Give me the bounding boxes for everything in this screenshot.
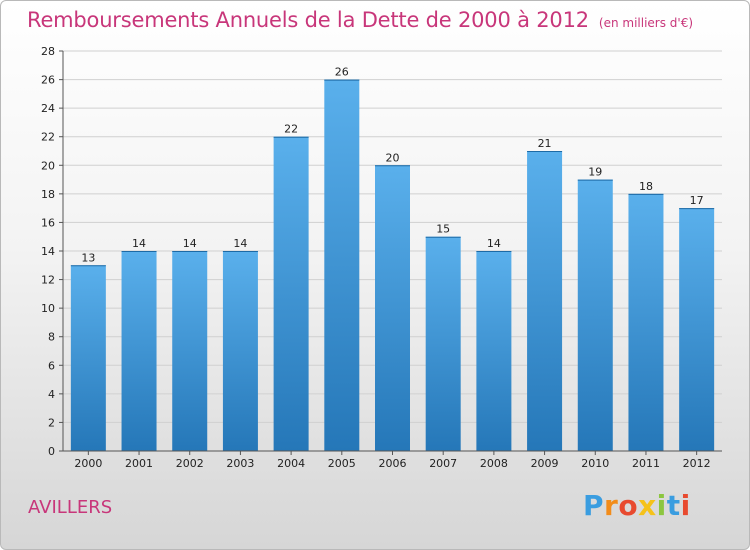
x-tick-label-2002: 2002	[176, 457, 204, 470]
y-tick-label: 10	[41, 302, 55, 315]
data-label-2003: 14	[233, 237, 247, 250]
y-tick-label: 16	[41, 216, 55, 229]
bar-2001	[121, 251, 157, 451]
y-tick-label: 18	[41, 188, 55, 201]
y-tick-label: 26	[41, 74, 55, 87]
y-tick-label: 24	[41, 102, 55, 115]
x-tick-label-2000: 2000	[74, 457, 102, 470]
bar-2008	[476, 251, 512, 451]
logo-letter: t	[666, 489, 681, 522]
logo-letter: P	[583, 489, 605, 522]
logo-letter: i	[680, 489, 691, 522]
bar-2002	[172, 251, 208, 451]
bar-2004	[273, 136, 309, 451]
bar-2010	[577, 179, 613, 452]
logo-letter: o	[618, 489, 639, 522]
data-label-2002: 14	[183, 237, 197, 250]
x-tick-label-2006: 2006	[379, 457, 407, 470]
y-tick-label: 8	[48, 331, 55, 344]
y-tick-label: 12	[41, 274, 55, 287]
y-tick-label: 4	[48, 388, 55, 401]
x-tick-label-2005: 2005	[328, 457, 356, 470]
data-label-2012: 17	[690, 194, 704, 207]
x-tick-label-2011: 2011	[632, 457, 660, 470]
logo-letter: r	[604, 489, 619, 522]
x-tick-label-2001: 2001	[125, 457, 153, 470]
logo-letter: x	[638, 489, 657, 522]
bar-2012	[679, 208, 715, 451]
y-tick-label: 0	[48, 445, 55, 458]
bar-2009	[527, 151, 563, 451]
x-tick-label-2004: 2004	[277, 457, 305, 470]
data-label-2010: 19	[588, 166, 602, 179]
x-tick-label-2009: 2009	[531, 457, 559, 470]
y-tick-label: 14	[41, 245, 55, 258]
y-tick-label: 6	[48, 359, 55, 372]
proxiti-logo: Proxiti	[583, 489, 691, 522]
x-tick-label-2007: 2007	[429, 457, 457, 470]
data-label-2009: 21	[538, 137, 552, 150]
x-tick-label-2012: 2012	[683, 457, 711, 470]
title-unit: (en milliers d'€)	[598, 16, 694, 30]
data-label-2005: 26	[335, 66, 349, 79]
data-label-2001: 14	[132, 237, 146, 250]
y-tick-label: 22	[41, 131, 55, 144]
y-tick-label: 28	[41, 45, 55, 58]
chart-title: Remboursements Annuels de la Dette de 20…	[27, 8, 693, 32]
logo-letter: i	[656, 489, 667, 522]
data-label-2006: 20	[386, 151, 400, 164]
bar-2006	[375, 165, 410, 452]
bar-2011	[628, 193, 664, 451]
y-tick-label: 2	[48, 416, 55, 429]
x-tick-label-2010: 2010	[581, 457, 609, 470]
data-label-2000: 13	[81, 251, 95, 264]
data-label-2011: 18	[639, 180, 653, 193]
data-label-2004: 22	[284, 123, 298, 136]
data-label-2008: 14	[487, 237, 501, 250]
commune-name: AVILLERS	[28, 497, 113, 518]
y-tick-label: 20	[41, 159, 55, 172]
bar-2000	[70, 265, 106, 451]
data-label-2007: 15	[436, 223, 450, 236]
x-tick-label-2003: 2003	[226, 457, 254, 470]
bar-2005	[324, 79, 360, 452]
bar-2007	[425, 236, 461, 451]
bar-2003	[222, 251, 258, 451]
title-text: Remboursements Annuels de la Dette de 20…	[27, 8, 589, 32]
x-tick-label-2008: 2008	[480, 457, 508, 470]
bars: 13 14 14 14 22 26 20 15 14 21 19 18 17	[70, 66, 715, 452]
